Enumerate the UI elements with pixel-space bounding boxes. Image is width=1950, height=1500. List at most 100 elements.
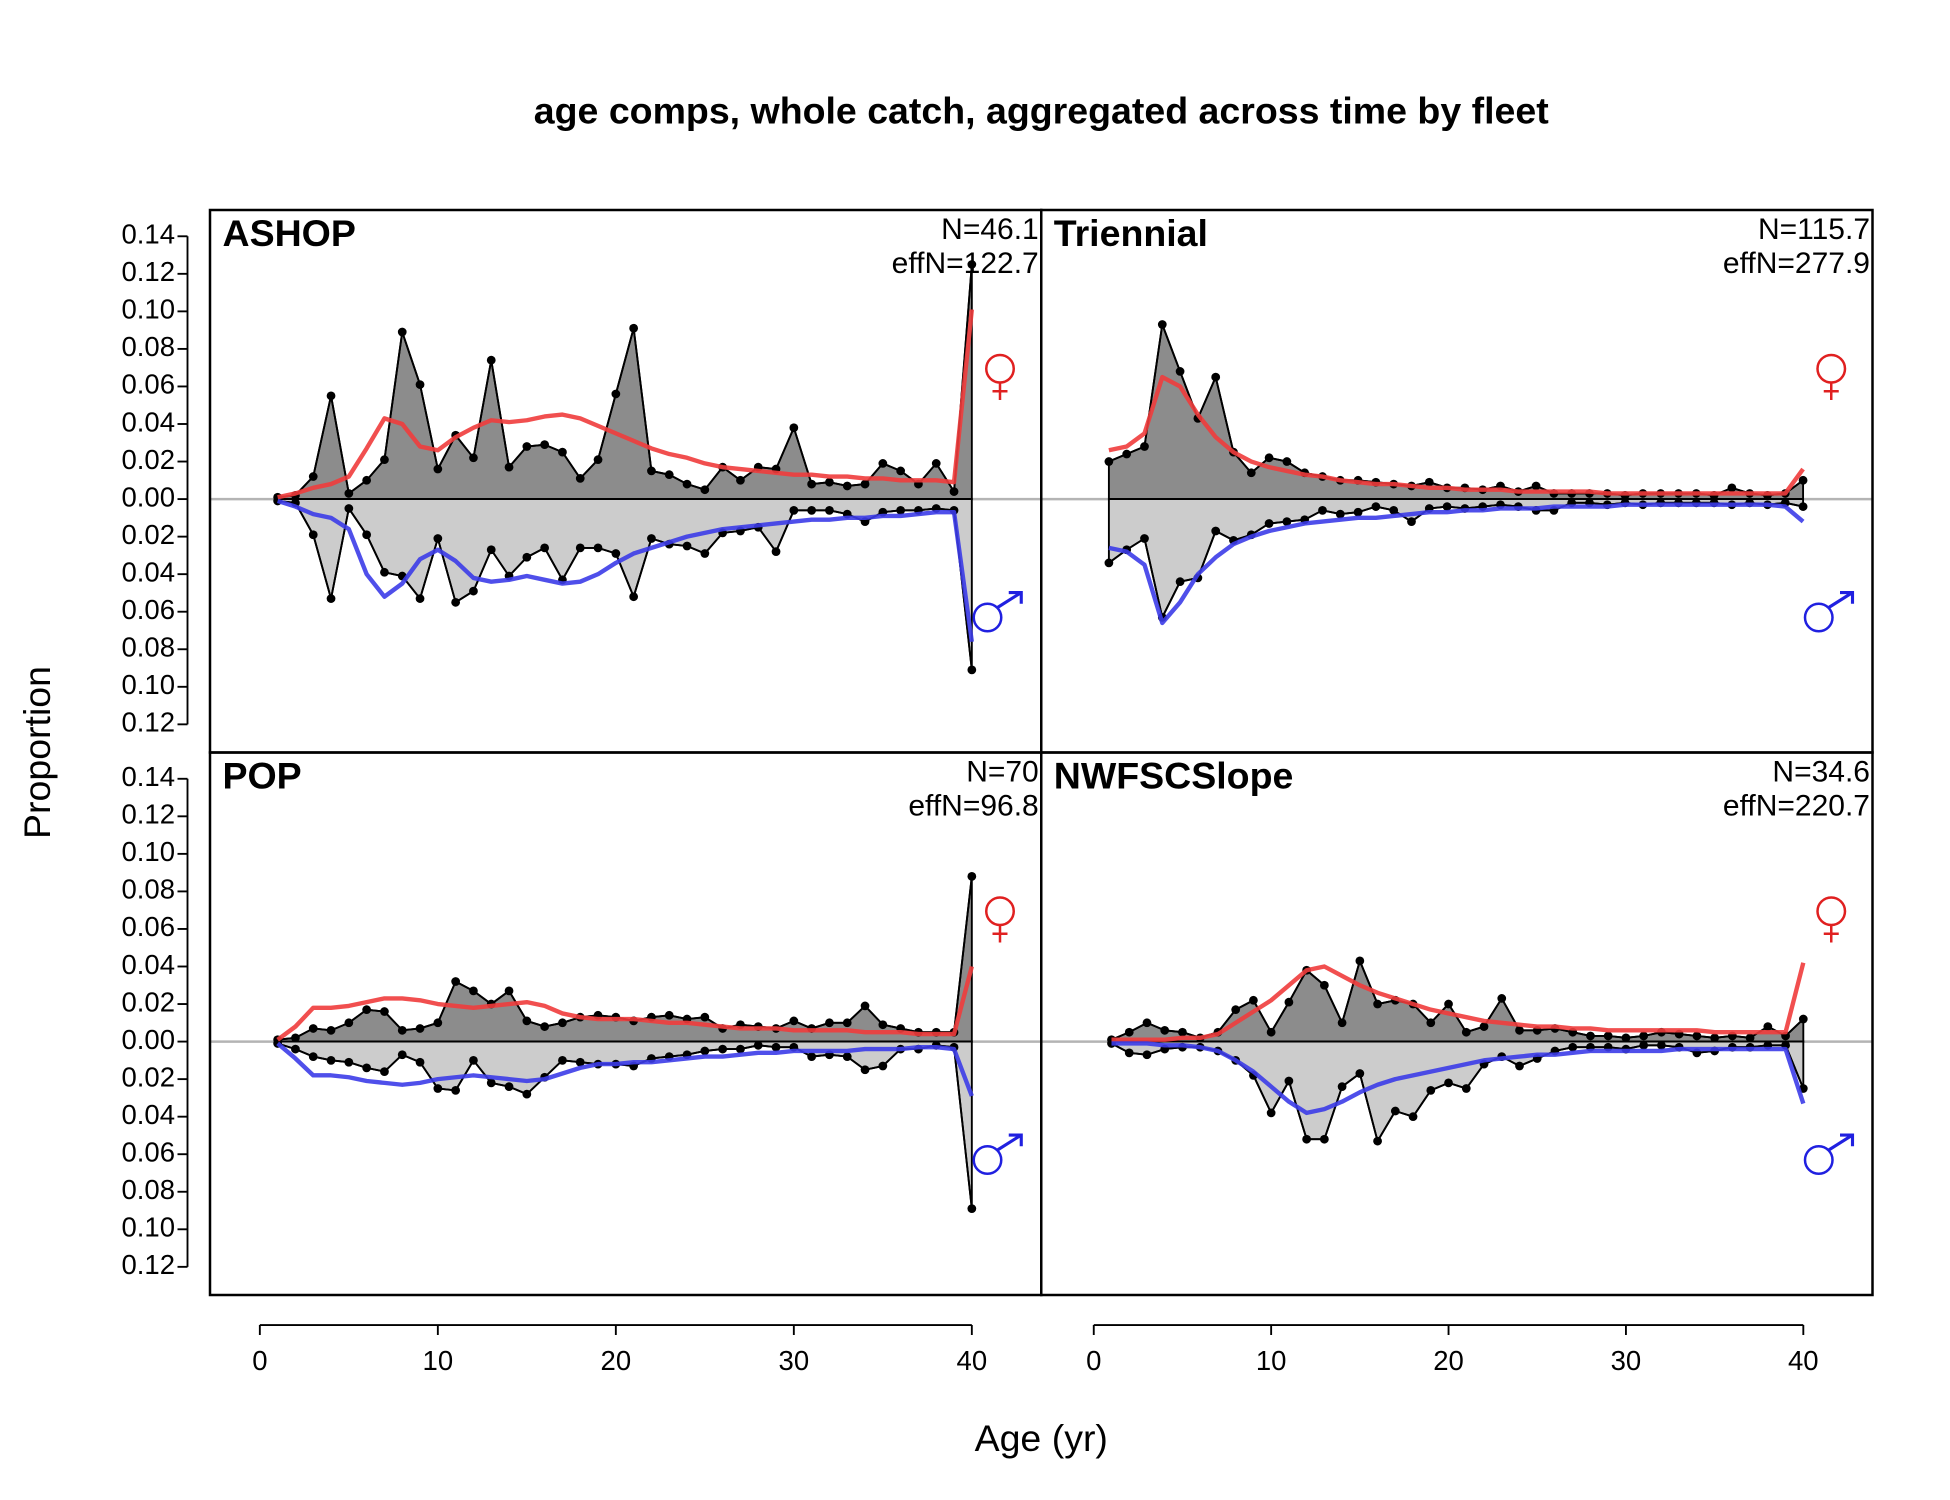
observed-point [486, 545, 496, 555]
x-tick-label: 10 [423, 1345, 454, 1376]
observed-point [1657, 1040, 1666, 1050]
observed-point [1284, 997, 1294, 1007]
observed-point [469, 586, 478, 596]
observed-point [771, 1042, 781, 1052]
observed-point [1319, 1134, 1329, 1144]
observed-point [1798, 1014, 1808, 1024]
observed-line [1111, 958, 1804, 1041]
observed-point [967, 260, 977, 269]
y-tick-label: 0.12 [121, 256, 175, 287]
observed-point [1142, 1050, 1152, 1060]
observed-point [1178, 1027, 1187, 1037]
y-tick-label: 0.12 [121, 799, 175, 830]
observed-point [860, 1001, 870, 1011]
observed-point [1424, 477, 1434, 487]
observed-point [1692, 1031, 1702, 1041]
observed-point [1727, 483, 1737, 493]
observed-point [1531, 481, 1541, 491]
observed-point [397, 1025, 407, 1035]
observed-point [540, 440, 550, 450]
observed-point [415, 1024, 425, 1033]
y-tick-label: 0.00 [121, 1024, 175, 1055]
x-tick-label: 40 [1788, 1345, 1819, 1376]
observed-point [682, 479, 692, 489]
expected-line [276, 1041, 974, 1097]
observed-point [326, 391, 336, 401]
expected-line [1111, 962, 1806, 1042]
observed-point [380, 1067, 389, 1076]
observed-point [1444, 999, 1453, 1009]
panel-title: ASHOP [223, 212, 356, 254]
observed-point [575, 543, 585, 553]
observed-point [1639, 1040, 1649, 1050]
observed-point [558, 447, 567, 457]
observed-point [1798, 502, 1808, 511]
male-symbol [996, 590, 1023, 609]
observed-point [415, 1057, 425, 1067]
observed-point [1335, 509, 1345, 519]
observed-point [860, 479, 870, 489]
observed-point [1211, 372, 1221, 382]
observed-point [878, 1020, 888, 1030]
observed-point [308, 530, 318, 540]
observed-point [842, 481, 852, 491]
y-tick-label: 0.14 [121, 219, 175, 250]
observed-point [433, 1084, 443, 1093]
observed-point [789, 505, 799, 515]
observed-point [1426, 1018, 1436, 1028]
observed-point [1586, 1031, 1595, 1041]
observed-point [753, 1040, 763, 1050]
observed-point [700, 1012, 710, 1022]
panel-title: NWFSCSlope [1054, 755, 1294, 797]
observed-point [504, 986, 514, 996]
observed-point [1266, 1027, 1276, 1037]
observed-point [1479, 1022, 1489, 1031]
y-tick-label: 0.00 [121, 481, 175, 512]
observed-point [682, 541, 692, 551]
observed-point [362, 1005, 372, 1015]
observed-point [825, 477, 834, 487]
observed-line [277, 264, 973, 499]
y-tick-label: 0.08 [121, 331, 175, 362]
observed-point [362, 1063, 372, 1073]
observed-point [1442, 502, 1452, 511]
observed-point [1373, 999, 1382, 1009]
observed-point [807, 1052, 817, 1061]
observed-point [380, 567, 389, 577]
y-tick-label: 0.04 [121, 406, 175, 437]
observed-point [967, 1204, 977, 1214]
observed-point [807, 479, 817, 489]
observed-point [1175, 367, 1185, 376]
observed-point [1284, 1076, 1294, 1086]
male-symbol [972, 1145, 1003, 1175]
observed-point [1763, 1022, 1773, 1031]
observed-point [1264, 453, 1274, 463]
male-symbol [996, 1133, 1023, 1152]
observed-point [1461, 1027, 1471, 1037]
y-tick-label: 0.06 [121, 369, 175, 400]
observed-point [842, 1018, 852, 1028]
observed-point [664, 470, 674, 480]
observed-point [1249, 995, 1258, 1005]
chart-title: age comps, whole catch, aggregated acros… [534, 90, 1549, 132]
observed-point [344, 1057, 354, 1067]
observed-point [700, 485, 710, 495]
y-tick-label: 0.12 [121, 1249, 175, 1280]
expected-line [277, 309, 975, 500]
observed-point [1140, 442, 1149, 451]
observed-point [825, 505, 834, 515]
observed-point [1160, 1025, 1170, 1035]
observed-point [664, 1010, 674, 1020]
observed-point [308, 472, 318, 481]
observed-point [575, 1057, 585, 1067]
observed-point [540, 543, 550, 553]
observed-point [967, 872, 977, 881]
y-tick-label: 0.10 [121, 1212, 175, 1243]
observed-point [1461, 1084, 1471, 1093]
observed-point [878, 1061, 888, 1071]
observed-point [291, 1033, 300, 1043]
y-tick-label: 0.06 [121, 594, 175, 625]
female-symbol [1823, 382, 1839, 400]
observed-point [1140, 534, 1149, 543]
